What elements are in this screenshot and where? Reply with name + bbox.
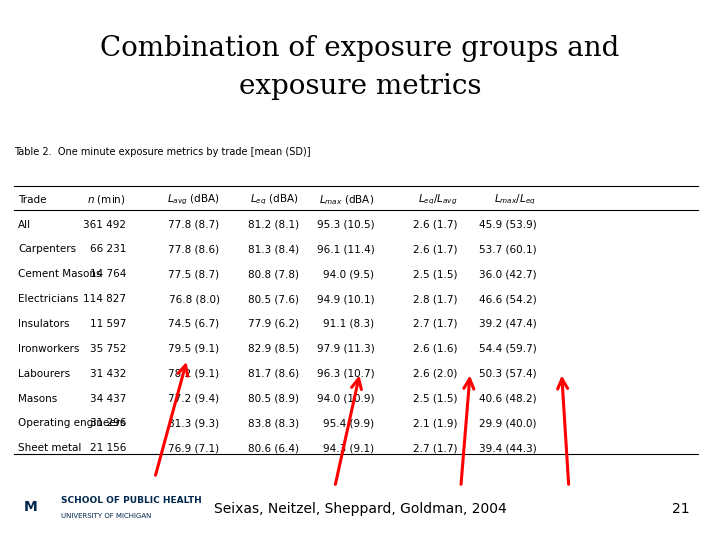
Text: 46.6 (54.2): 46.6 (54.2) — [479, 294, 536, 304]
Text: 77.8 (8.6): 77.8 (8.6) — [168, 245, 220, 254]
Text: Operating engineers: Operating engineers — [18, 418, 125, 428]
Text: 2.6 (1.7): 2.6 (1.7) — [413, 220, 457, 229]
Text: 2.5 (1.5): 2.5 (1.5) — [413, 394, 457, 403]
Text: Electricians: Electricians — [18, 294, 78, 304]
Text: 361 492: 361 492 — [83, 220, 126, 229]
Text: 81.7 (8.6): 81.7 (8.6) — [248, 369, 299, 379]
Text: 78.2 (9.1): 78.2 (9.1) — [168, 369, 220, 379]
Text: 80.5 (8.9): 80.5 (8.9) — [248, 394, 299, 403]
Text: M: M — [23, 500, 37, 514]
Text: 54.4 (59.7): 54.4 (59.7) — [479, 344, 536, 354]
Text: 80.6 (6.4): 80.6 (6.4) — [248, 443, 299, 453]
Text: 96.3 (10.7): 96.3 (10.7) — [317, 369, 374, 379]
Text: 31 296: 31 296 — [89, 418, 126, 428]
Text: All: All — [18, 220, 31, 229]
Text: 80.8 (7.8): 80.8 (7.8) — [248, 269, 299, 279]
Text: 2.6 (1.7): 2.6 (1.7) — [413, 245, 457, 254]
Text: 81.2 (8.1): 81.2 (8.1) — [248, 220, 299, 229]
Text: 95.3 (10.5): 95.3 (10.5) — [317, 220, 374, 229]
Text: Combination of exposure groups and: Combination of exposure groups and — [100, 35, 620, 62]
Text: 97.9 (11.3): 97.9 (11.3) — [317, 344, 374, 354]
Text: 94.0 (9.5): 94.0 (9.5) — [323, 269, 374, 279]
Text: 91.1 (8.3): 91.1 (8.3) — [323, 319, 374, 329]
Text: 95.4 (9.9): 95.4 (9.9) — [323, 418, 374, 428]
Text: 94.0 (10.9): 94.0 (10.9) — [317, 394, 374, 403]
Text: Sheet metal: Sheet metal — [18, 443, 81, 453]
Text: 36.0 (42.7): 36.0 (42.7) — [479, 269, 536, 279]
Text: 2.8 (1.7): 2.8 (1.7) — [413, 294, 457, 304]
Text: 77.2 (9.4): 77.2 (9.4) — [168, 394, 220, 403]
Text: 2.6 (1.6): 2.6 (1.6) — [413, 344, 457, 354]
Text: Table 2.  One minute exposure metrics by trade [mean (SD)]: Table 2. One minute exposure metrics by … — [14, 146, 311, 157]
Text: Ironworkers: Ironworkers — [18, 344, 79, 354]
Text: 94.9 (10.1): 94.9 (10.1) — [317, 294, 374, 304]
Text: 29.9 (40.0): 29.9 (40.0) — [479, 418, 536, 428]
Text: $n$ (min): $n$ (min) — [87, 193, 126, 206]
Text: 2.1 (1.9): 2.1 (1.9) — [413, 418, 457, 428]
Text: $L_{avg}$ (dBA): $L_{avg}$ (dBA) — [167, 193, 220, 207]
Text: 77.8 (8.7): 77.8 (8.7) — [168, 220, 220, 229]
Text: Seixas, Neitzel, Sheppard, Goldman, 2004: Seixas, Neitzel, Sheppard, Goldman, 2004 — [214, 502, 506, 516]
Text: 35 752: 35 752 — [89, 344, 126, 354]
Text: 77.9 (6.2): 77.9 (6.2) — [248, 319, 299, 329]
Text: 80.5 (7.6): 80.5 (7.6) — [248, 294, 299, 304]
Text: $L_{max}$ (dBA): $L_{max}$ (dBA) — [319, 193, 374, 207]
Text: $L_{eq}$ (dBA): $L_{eq}$ (dBA) — [251, 193, 299, 207]
Text: 21 156: 21 156 — [89, 443, 126, 453]
Text: 2.5 (1.5): 2.5 (1.5) — [413, 269, 457, 279]
Text: Masons: Masons — [18, 394, 58, 403]
Text: 39.4 (44.3): 39.4 (44.3) — [479, 443, 536, 453]
Text: Cement Masons: Cement Masons — [18, 269, 102, 279]
Text: 114 827: 114 827 — [83, 294, 126, 304]
Text: Trade: Trade — [18, 195, 47, 205]
Text: 21: 21 — [672, 502, 689, 516]
Text: Labourers: Labourers — [18, 369, 70, 379]
Text: $L_{eq}/L_{avg}$: $L_{eq}/L_{avg}$ — [418, 193, 457, 207]
Text: 14 764: 14 764 — [89, 269, 126, 279]
Text: UNIVERSITY OF MICHIGAN: UNIVERSITY OF MICHIGAN — [61, 512, 152, 519]
Text: 83.8 (8.3): 83.8 (8.3) — [248, 418, 299, 428]
Text: 34 437: 34 437 — [89, 394, 126, 403]
Text: 2.7 (1.7): 2.7 (1.7) — [413, 443, 457, 453]
Text: 76.9 (7.1): 76.9 (7.1) — [168, 443, 220, 453]
Text: 50.3 (57.4): 50.3 (57.4) — [479, 369, 536, 379]
Text: 66 231: 66 231 — [89, 245, 126, 254]
Text: 39.2 (47.4): 39.2 (47.4) — [479, 319, 536, 329]
Text: 81.3 (9.3): 81.3 (9.3) — [168, 418, 220, 428]
Text: 74.5 (6.7): 74.5 (6.7) — [168, 319, 220, 329]
Text: Carpenters: Carpenters — [18, 245, 76, 254]
Text: exposure metrics: exposure metrics — [239, 73, 481, 100]
Text: 45.9 (53.9): 45.9 (53.9) — [479, 220, 536, 229]
Text: 82.9 (8.5): 82.9 (8.5) — [248, 344, 299, 354]
Text: 94.3 (9.1): 94.3 (9.1) — [323, 443, 374, 453]
Text: 40.6 (48.2): 40.6 (48.2) — [479, 394, 536, 403]
Text: 11 597: 11 597 — [89, 319, 126, 329]
Text: 53.7 (60.1): 53.7 (60.1) — [479, 245, 536, 254]
Text: 79.5 (9.1): 79.5 (9.1) — [168, 344, 220, 354]
Text: SCHOOL OF PUBLIC HEALTH: SCHOOL OF PUBLIC HEALTH — [61, 496, 202, 505]
Text: 81.3 (8.4): 81.3 (8.4) — [248, 245, 299, 254]
Text: 2.7 (1.7): 2.7 (1.7) — [413, 319, 457, 329]
Text: 31 432: 31 432 — [89, 369, 126, 379]
Text: 77.5 (8.7): 77.5 (8.7) — [168, 269, 220, 279]
Text: $L_{max}/L_{eq}$: $L_{max}/L_{eq}$ — [495, 193, 536, 207]
Text: Insulators: Insulators — [18, 319, 70, 329]
Text: 76.8 (8.0): 76.8 (8.0) — [168, 294, 220, 304]
Text: 96.1 (11.4): 96.1 (11.4) — [317, 245, 374, 254]
Text: 2.6 (2.0): 2.6 (2.0) — [413, 369, 457, 379]
